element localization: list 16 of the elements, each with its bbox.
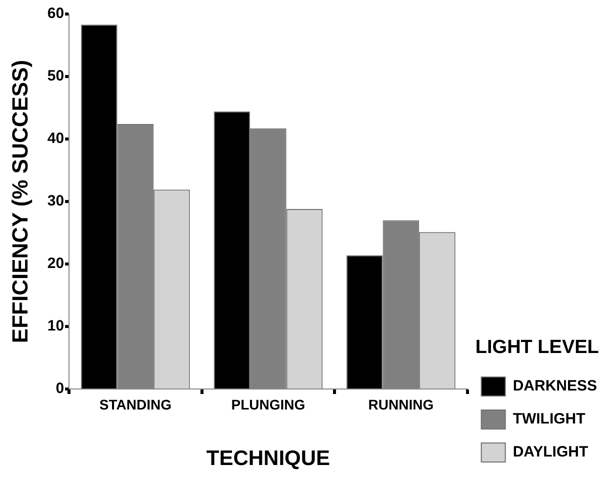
x-axis-title: TECHNIQUE xyxy=(206,447,330,470)
y-tick-label: 60 xyxy=(47,5,64,22)
x-tick-label: STANDING xyxy=(99,396,172,412)
y-tick-label: 40 xyxy=(47,130,64,148)
x-tick-label: RUNNING xyxy=(368,396,434,412)
legend-title: LIGHT LEVEL xyxy=(475,336,600,358)
y-axis-title: EFFICIENCY (% SUCCESS) xyxy=(7,60,32,344)
y-tick-label: 50 xyxy=(47,68,64,85)
y-tick-label: 30 xyxy=(47,192,64,210)
y-tick-label: 20 xyxy=(47,255,64,272)
legend-label: DARKNESS xyxy=(512,378,598,395)
x-tick-label: PLUNGING xyxy=(231,396,306,412)
legend-label: DAYLIGHT xyxy=(512,444,588,461)
y-tick-label: 0 xyxy=(56,380,64,398)
legend-label: TWILIGHT xyxy=(512,410,586,428)
y-tick-label: 10 xyxy=(47,318,64,335)
